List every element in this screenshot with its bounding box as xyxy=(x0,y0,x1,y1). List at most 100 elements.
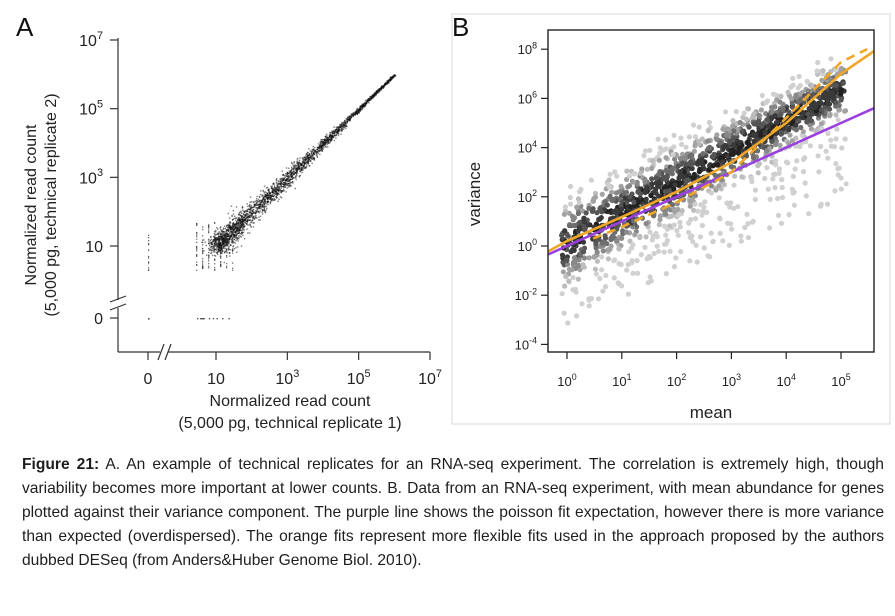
panel-a-point xyxy=(232,213,235,215)
panel-a-point xyxy=(226,224,229,227)
panel-a-point xyxy=(258,204,260,206)
panel-a-point xyxy=(284,182,287,184)
panel-a-point xyxy=(228,236,230,239)
panel-a-point xyxy=(318,148,320,150)
panel-a-point xyxy=(305,167,307,169)
panel-b-point xyxy=(593,245,599,251)
panel-a-point xyxy=(256,208,259,210)
panel-b-point xyxy=(786,127,792,133)
panel-a-point xyxy=(286,176,289,178)
panel-a-point xyxy=(291,181,294,183)
panel-a-point xyxy=(341,121,343,124)
panel-a-point xyxy=(252,209,254,211)
panel-a-point xyxy=(275,179,277,181)
panel-b-point xyxy=(562,228,568,234)
panel-a-point xyxy=(283,182,286,184)
panel-b-point xyxy=(608,237,614,243)
panel-a-point xyxy=(333,129,335,132)
panel-b-point xyxy=(634,258,640,264)
panel-a-point xyxy=(374,93,377,96)
panel-b-point xyxy=(756,161,762,167)
panel-a-point xyxy=(383,85,385,87)
panel-a-point xyxy=(314,146,316,149)
panel-b-point xyxy=(683,178,690,184)
panel-a-point xyxy=(302,164,304,167)
panel-a-axes xyxy=(109,38,430,361)
panel-a-point xyxy=(218,231,220,233)
panel-b-point xyxy=(737,119,743,126)
panel-a-point xyxy=(208,249,210,251)
panel-a-point xyxy=(302,162,304,165)
panel-a-point xyxy=(232,223,234,226)
panel-a-point xyxy=(369,97,371,100)
panel-b-point xyxy=(637,191,644,197)
panel-a-point xyxy=(148,237,150,239)
panel-a-x-tick-label: 107 xyxy=(418,368,442,388)
panel-a-x-break-mark xyxy=(157,343,165,361)
panel-b-point xyxy=(581,215,587,221)
panel-a-point xyxy=(219,235,221,238)
panel-b-point xyxy=(818,106,824,112)
panel-a-point xyxy=(235,226,237,228)
panel-a-x-break-mark xyxy=(164,343,172,361)
panel-b-point xyxy=(786,212,792,218)
panel-a-point xyxy=(278,188,280,190)
panel-b-point xyxy=(728,200,734,206)
panel-a-point xyxy=(209,244,211,246)
panel-a-point xyxy=(218,247,221,249)
panel-a-point xyxy=(337,134,340,137)
panel-a-point xyxy=(320,144,322,147)
panel-a-point xyxy=(330,137,332,139)
panel-a-point xyxy=(226,235,228,237)
panel-a-point xyxy=(289,171,291,173)
panel-a-point xyxy=(232,250,234,252)
panel-b-point xyxy=(696,124,702,130)
panel-b-point xyxy=(828,56,834,62)
panel-a-point xyxy=(342,125,345,127)
panel-a-point xyxy=(220,236,223,238)
panel-b-point xyxy=(628,204,634,210)
panel-a-point xyxy=(302,168,305,170)
panel-a-point xyxy=(316,150,319,153)
panel-a-point xyxy=(226,242,228,244)
panel-a-point xyxy=(226,256,228,258)
panel-a-point xyxy=(284,186,286,189)
panel-a-point xyxy=(253,203,255,206)
panel-b-point xyxy=(767,121,774,127)
panel-a-point xyxy=(208,227,210,229)
panel-a-point xyxy=(225,245,228,247)
panel-a-point xyxy=(208,263,210,265)
panel-b-point xyxy=(749,115,755,121)
panel-a-point xyxy=(259,196,261,199)
panel-a-point xyxy=(296,161,298,163)
panel-a-point xyxy=(148,262,150,264)
panel-a-point xyxy=(255,207,257,209)
panel-a-point xyxy=(220,247,223,249)
panel-a-point xyxy=(380,86,383,89)
panel-b-point xyxy=(678,169,684,175)
panel-b-point xyxy=(671,264,678,270)
panel-a-point xyxy=(208,258,210,260)
panel-a-point xyxy=(197,318,199,320)
panel-a-point xyxy=(255,209,257,212)
panel-a-point xyxy=(279,191,281,193)
panel-a-point xyxy=(222,247,225,249)
panel-b-point xyxy=(572,260,578,266)
panel-a-point xyxy=(359,105,362,107)
panel-a-x-tick-label: 10 xyxy=(207,371,225,388)
panel-a-point xyxy=(293,161,295,163)
panel-a-point xyxy=(213,245,216,248)
panel-a-point xyxy=(290,185,292,187)
panel-a-point xyxy=(238,211,241,214)
panel-a-point xyxy=(201,318,203,320)
panel-a-point xyxy=(295,176,297,178)
panel-a-point xyxy=(229,232,231,235)
panel-a-point xyxy=(220,242,222,244)
panel-a-point xyxy=(202,226,204,228)
panel-a-point xyxy=(226,240,228,243)
panel-b-point xyxy=(819,77,825,83)
panel-b-point xyxy=(773,120,780,126)
panel-a-point xyxy=(301,168,303,170)
panel-b-point xyxy=(713,187,719,193)
panel-b-point xyxy=(618,261,624,268)
